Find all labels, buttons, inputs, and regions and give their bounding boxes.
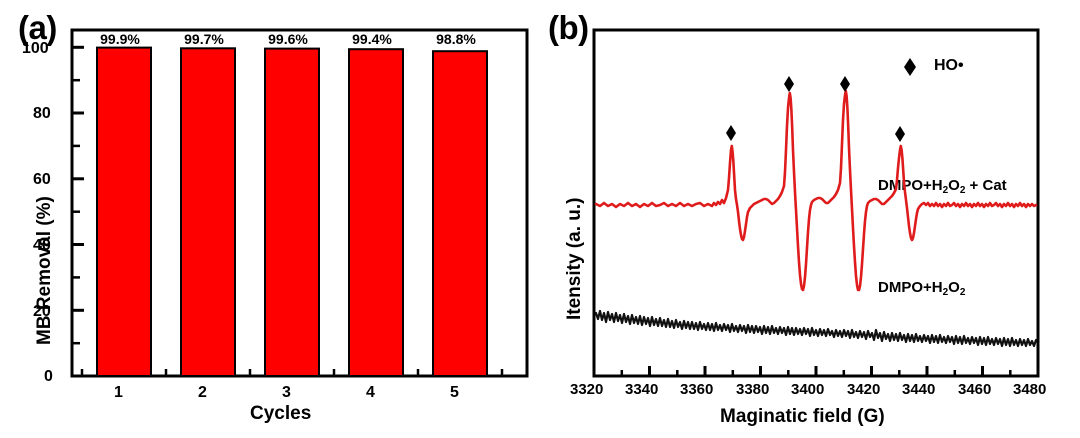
panel-b-plot-area xyxy=(592,28,1040,378)
bar-cycle-5 xyxy=(432,50,488,377)
spectrum-curve-red xyxy=(594,89,1038,292)
panel-b-xtick-3480: 3480 xyxy=(1013,381,1047,398)
panel-b-xtick-3460: 3460 xyxy=(958,381,992,398)
panel-a-ytick-0: 0 xyxy=(44,368,53,385)
curve-label-red-text: DMPO+H2O2 + Cat xyxy=(878,177,1007,196)
panel-a-x-minor-ticks xyxy=(80,369,504,376)
bar-value-label: 99.7% xyxy=(184,31,224,47)
panel-b-x-minor-ticks xyxy=(620,370,1012,376)
panel-a-ytick-80: 80 xyxy=(33,105,51,122)
curve-label-dmpo-h2o2-cat: DMPO+H2O2 + Cat xyxy=(878,178,1007,196)
panel-a-bar-chart: (a) MB Removal (%) Cycles 100 80 60 40 2… xyxy=(18,9,529,424)
panel-a-ytick-40: 40 xyxy=(33,237,51,254)
panel-b-x-major-ticks xyxy=(592,366,1040,376)
bar-value-label: 99.6% xyxy=(268,31,308,47)
panel-a-y-minor-ticks xyxy=(72,78,80,345)
panel-a-xtick-3: 3 xyxy=(282,384,291,401)
panel-a-bars xyxy=(96,46,488,378)
panel-a-label: (a) xyxy=(18,9,57,46)
bar-value-label: 98.8% xyxy=(436,31,476,47)
panel-b-xtick-3360: 3360 xyxy=(680,381,714,398)
panel-b-xtick-3320: 3320 xyxy=(570,381,604,398)
bar-cycle-1 xyxy=(96,46,152,377)
panel-b-label: (b) xyxy=(548,9,589,46)
curve-label-dmpo-h2o2: DMPO+H2O2 xyxy=(878,280,965,298)
panel-a-xtick-4: 4 xyxy=(366,384,375,401)
spectrum-curve-black xyxy=(594,309,1038,348)
bar-cycle-2 xyxy=(180,47,236,378)
panel-a-plot-area xyxy=(70,28,529,378)
bar-value-label: 99.9% xyxy=(100,31,140,47)
panel-b-xtick-3400: 3400 xyxy=(791,381,825,398)
panel-b-x-axis-title: Maginatic field (G) xyxy=(720,406,885,427)
diamond-marker-icon xyxy=(840,76,850,92)
panel-b-epr-spectrum: (b) Itensity (a. u.) Maginatic field (G)… xyxy=(540,0,1080,438)
diamond-marker-icon xyxy=(895,126,905,142)
panel-a-ytick-100: 100 xyxy=(22,40,49,57)
panel-b-xtick-3440: 3440 xyxy=(902,381,936,398)
panel-b-xtick-3420: 3420 xyxy=(847,381,881,398)
bar-cycle-3 xyxy=(264,47,320,377)
peak-markers xyxy=(726,58,916,142)
panel-b-xtick-3340: 3340 xyxy=(625,381,659,398)
panel-b-xtick-3380: 3380 xyxy=(736,381,770,398)
panel-a-x-axis-title: Cycles xyxy=(250,403,312,424)
panel-a-xtick-1: 1 xyxy=(114,384,123,401)
bar-value-label: 99.4% xyxy=(352,31,392,47)
panel-a-xtick-5: 5 xyxy=(450,384,459,401)
panel-a-ytick-60: 60 xyxy=(33,171,51,188)
legend-label-hydroxyl-radical: HO• xyxy=(934,57,964,74)
panel-a-ytick-20: 20 xyxy=(33,303,51,320)
panel-a-xtick-2: 2 xyxy=(198,384,207,401)
bar-cycle-4 xyxy=(348,48,404,377)
diamond-marker-icon xyxy=(726,125,736,141)
diamond-marker-icon xyxy=(784,76,794,92)
legend-diamond-icon xyxy=(904,58,916,76)
curve-label-black-text: DMPO+H2O2 xyxy=(878,279,966,298)
